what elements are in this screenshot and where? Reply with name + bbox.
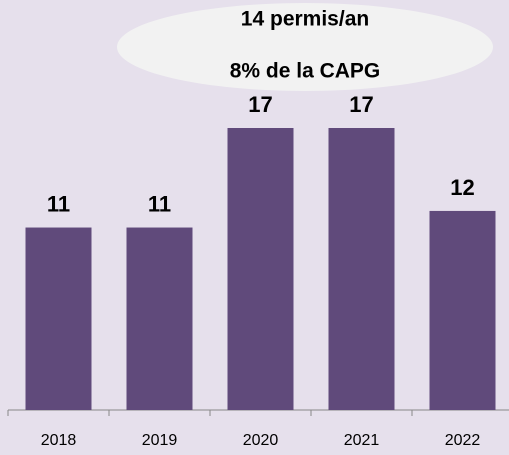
annotation-bubble: [117, 3, 493, 91]
bar: [429, 210, 496, 410]
data-label: 17: [248, 92, 272, 117]
data-label: 11: [47, 191, 70, 216]
bar: [328, 128, 395, 410]
annotation-text: 14 permis/an: [241, 8, 369, 31]
bar: [25, 227, 92, 410]
data-label: 17: [349, 92, 373, 117]
data-label: 11: [148, 191, 171, 216]
x-tick-label: 2018: [41, 432, 77, 449]
x-tick-label: 2020: [243, 432, 279, 449]
x-tick-label: 2019: [142, 432, 178, 449]
bar: [126, 227, 193, 410]
data-label: 12: [450, 175, 474, 200]
annotation-text: 8% de la CAPG: [230, 60, 381, 83]
x-tick-label: 2022: [445, 432, 481, 449]
bar: [227, 128, 294, 410]
x-tick-label: 2021: [344, 432, 380, 449]
